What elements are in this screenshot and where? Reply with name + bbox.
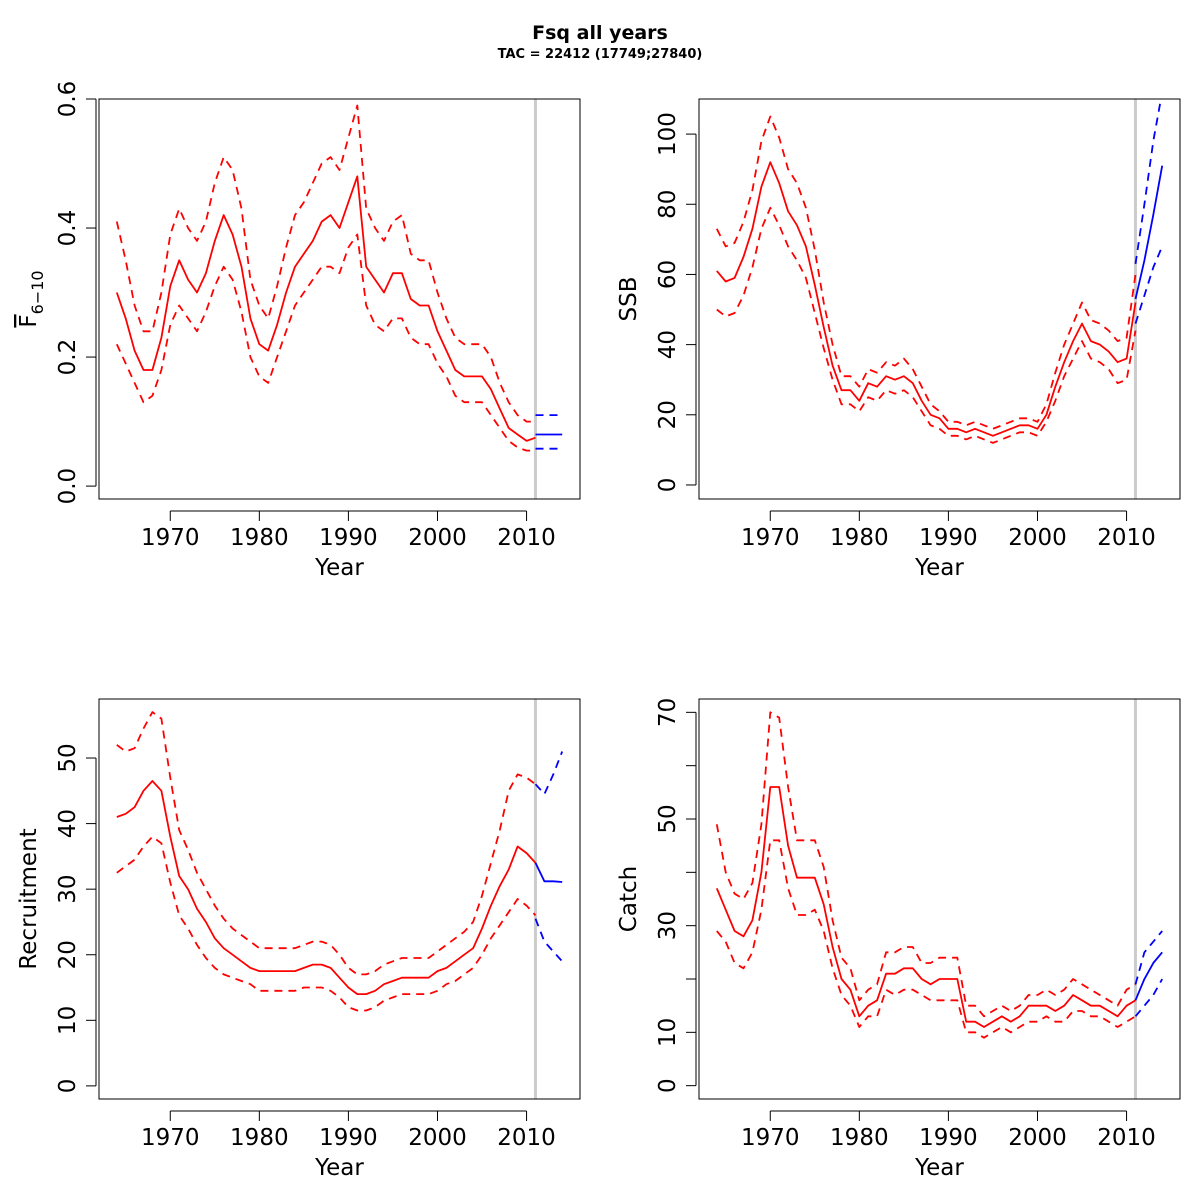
x-tick-label-catch-2000: 2000 <box>1008 1125 1067 1151</box>
plot-frame-catch <box>698 698 1181 1100</box>
y-tick-label-ssb-80: 80 <box>655 190 681 219</box>
panel-catch: 1970 1980 1990 2000 2010 Year 0 10 30 50 70 Catch <box>616 698 1181 1181</box>
x-tick-label-ssb-2000: 2000 <box>1008 525 1067 551</box>
y-tick-label-catch-50: 50 <box>655 804 681 833</box>
series-line-catch-forecast <box>1134 951 1163 1001</box>
x-tick-label-ssb-2010: 2010 <box>1097 525 1156 551</box>
figure-subtitle: TAC = 22412 (17749;27840) <box>497 47 703 62</box>
y-tick-label-recruitment-40: 40 <box>55 809 81 838</box>
x-tick-label-recruitment-2000: 2000 <box>408 1125 467 1151</box>
panel-fbar: 1970 1980 1990 2000 2010 Year 0.0 0.2 0.4 0.6 F6−1… <box>16 81 581 581</box>
series-line-catch-lower <box>716 839 1136 1039</box>
series-line-catch-upper <box>715 711 1136 1018</box>
y-tick-label-catch-0: 0 <box>655 1078 681 1093</box>
series-line-catch-estimate <box>715 786 1136 1028</box>
x-tick-label-catch-2010: 2010 <box>1097 1125 1156 1151</box>
series-line-ssb-forecast <box>1134 165 1164 300</box>
x-tick-label-fbar-2010: 2010 <box>497 525 556 551</box>
x-axis-label-recruitment: Year <box>314 1155 364 1181</box>
series-group-ssb <box>715 99 1164 444</box>
y-tick-label-ssb-20: 20 <box>655 400 681 429</box>
series-line-recruitment-upper <box>116 711 537 976</box>
series-line-recruitment-estimate <box>116 780 537 995</box>
series-line-ssb-estimate <box>716 161 1137 437</box>
x-tick-label-ssb-1970: 1970 <box>741 525 800 551</box>
y-axis-label-catch: Catch <box>616 866 642 932</box>
x-tick-label-recruitment-2010: 2010 <box>497 1125 556 1151</box>
series-line-catch-forecast_lower <box>1134 978 1163 1017</box>
series-line-ssb-upper <box>715 115 1137 430</box>
y-tick-label-fbar-0: 0.0 <box>55 468 81 505</box>
y-tick-label-catch-70: 70 <box>655 698 681 727</box>
series-line-recruitment-forecast <box>534 862 563 883</box>
series-line-recruitment-forecast_upper <box>534 751 564 795</box>
y-tick-label-fbar-0.6: 0.6 <box>55 81 81 118</box>
y-tick-label-ssb-100: 100 <box>655 112 681 156</box>
x-tick-label-ssb-1990: 1990 <box>919 525 978 551</box>
x-tick-label-fbar-1970: 1970 <box>141 525 200 551</box>
series-group-fbar <box>115 104 563 452</box>
y-tick-label-ssb-40: 40 <box>655 330 681 359</box>
x-tick-label-fbar-1990: 1990 <box>319 525 378 551</box>
y-tick-label-fbar-0.2: 0.2 <box>55 339 81 376</box>
x-tick-label-fbar-1980: 1980 <box>230 525 289 551</box>
figure-title: Fsq all years <box>532 22 668 44</box>
series-group-recruitment <box>116 711 564 1012</box>
y-tick-label-ssb-60: 60 <box>655 260 681 289</box>
series-line-fbar-estimate <box>115 175 536 442</box>
series-line-ssb-lower <box>716 206 1137 444</box>
plot-frame-fbar <box>98 98 581 500</box>
x-tick-label-fbar-2000: 2000 <box>408 525 467 551</box>
x-tick-label-ssb-1980: 1980 <box>830 525 889 551</box>
panel-ssb: 1970 1980 1990 2000 2010 Year 0 20 40 60 80 100 SSB <box>616 98 1181 581</box>
series-line-fbar-upper <box>115 104 536 423</box>
x-tick-label-recruitment-1980: 1980 <box>230 1125 289 1151</box>
x-axis-label-ssb: Year <box>914 555 964 581</box>
x-axis-label-catch: Year <box>914 1155 964 1181</box>
y-tick-label-catch-30: 30 <box>655 911 681 940</box>
series-line-fbar-lower <box>115 233 536 452</box>
x-axis-label-fbar: Year <box>314 555 364 581</box>
y-tick-label-recruitment-0: 0 <box>55 1079 81 1094</box>
y-tick-label-recruitment-20: 20 <box>55 940 81 969</box>
x-tick-label-recruitment-1990: 1990 <box>319 1125 378 1151</box>
y-tick-label-ssb-0: 0 <box>655 478 681 493</box>
y-axis-label-recruitment: Recruitment <box>16 828 42 969</box>
series-line-recruitment-forecast_lower <box>534 918 563 962</box>
plot-frame-recruitment <box>98 698 581 1100</box>
x-tick-label-catch-1990: 1990 <box>919 1125 978 1151</box>
y-tick-label-recruitment-50: 50 <box>55 743 81 772</box>
plot-frame-ssb <box>698 98 1181 500</box>
series-line-ssb-forecast_upper <box>1134 99 1162 265</box>
y-tick-label-fbar-0.4: 0.4 <box>55 210 81 247</box>
x-tick-label-recruitment-1970: 1970 <box>141 1125 200 1151</box>
series-line-catch-forecast_upper <box>1134 930 1163 985</box>
y-tick-label-recruitment-30: 30 <box>55 875 81 904</box>
y-axis-label-fbar: F6−10 <box>16 270 47 327</box>
y-axis-label-ssb: SSB <box>616 277 642 322</box>
y-tick-label-catch-10: 10 <box>655 1018 681 1047</box>
series-group-catch <box>715 711 1163 1039</box>
series-line-ssb-forecast_lower <box>1134 246 1164 324</box>
panel-recruitment: 1970 1980 1990 2000 2010 Year 0 10 20 30 40 50 Recru… <box>16 698 581 1181</box>
x-tick-label-catch-1980: 1980 <box>830 1125 889 1151</box>
x-tick-label-catch-1970: 1970 <box>741 1125 800 1151</box>
y-tick-label-recruitment-10: 10 <box>55 1006 81 1035</box>
